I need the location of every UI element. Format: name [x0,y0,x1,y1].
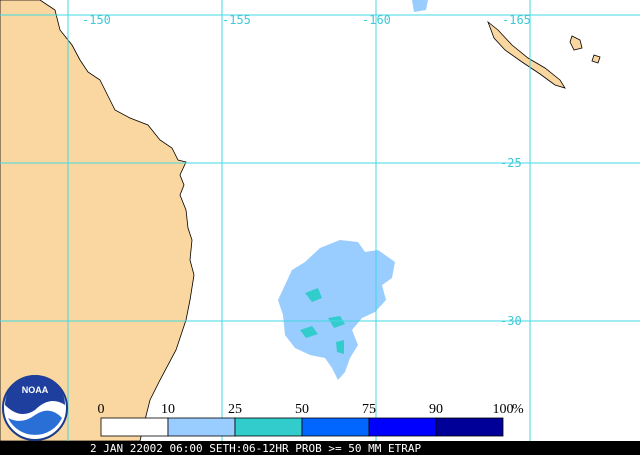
noaa-logo: NOAA [2,375,68,441]
australia-land [0,0,195,442]
legend-tick-label: 0 [98,402,105,417]
legend-swatch [301,417,370,437]
rain-core [336,340,344,354]
legend-unit: % [512,402,524,417]
legend: 0 10 25 50 75 90 100% [98,402,524,437]
graticule [0,0,640,441]
rain-core [300,326,318,338]
legend-swatch [368,417,437,437]
rain-core [305,288,322,302]
logo-sky [5,375,65,414]
new-caledonia-land [487,20,566,89]
caption-bar [0,441,640,455]
legend-tick-label: 100 [493,402,514,417]
legend-tick-label: 75 [362,402,376,417]
logo-text: NOAA [22,385,49,395]
legend-tick-label: 25 [228,402,242,417]
legend-swatch [435,417,504,437]
legend-tick-label: 10 [161,402,175,417]
logo-sea [8,410,62,435]
rain-core [328,316,345,328]
rain-area [278,240,395,380]
legend-tick-label: 90 [429,402,443,417]
longitude-label: -155 [222,13,251,27]
latitude-label: -25 [500,156,522,170]
island [569,35,583,51]
rain-area [412,0,428,12]
legend-swatch [100,417,169,437]
caption: 2 JAN 22002 06:00 SETH:06-12HR PROB >= 5… [90,442,422,455]
island [591,54,601,64]
legend-swatch [234,417,303,437]
longitude-label: -160 [362,13,391,27]
legend-tick-label: 50 [295,402,309,417]
legend-swatch [167,417,236,437]
latitude-label: -30 [500,314,522,328]
longitude-label: -150 [82,13,111,27]
longitude-label: -165 [502,13,531,27]
